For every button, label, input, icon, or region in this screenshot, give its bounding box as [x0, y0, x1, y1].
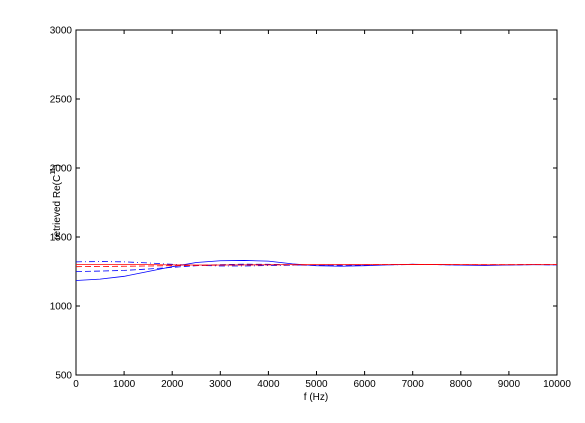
x-tick-label: 8000: [450, 379, 473, 390]
x-tick-label: 2000: [161, 379, 184, 390]
y-axis-label: retrieved Re(C11): [50, 164, 63, 240]
x-tick-label: 0: [73, 379, 79, 390]
y-label-part: retrieved Re(C: [52, 175, 63, 240]
x-tick-label: 1000: [113, 379, 136, 390]
x-axis-label: f (Hz): [304, 392, 328, 403]
y-label-superscript: 11: [50, 167, 57, 174]
plot-frame: [75, 29, 558, 376]
x-tick-label: 5000: [305, 379, 328, 390]
y-tick-label: 2500: [50, 95, 73, 106]
y-tick-label: 1500: [50, 233, 73, 244]
y-label-part: ): [52, 164, 63, 167]
x-tick-label: 3000: [209, 379, 232, 390]
series-line: [75, 264, 557, 268]
series-line: [75, 263, 558, 272]
x-tick-label: 7000: [402, 379, 425, 390]
x-tick-label: 9000: [498, 379, 521, 390]
x-tick-label: 10000: [543, 379, 571, 390]
y-tick-label: 3000: [50, 26, 73, 37]
y-tick-label: 2000: [50, 164, 73, 175]
x-tick-label: 4000: [257, 379, 280, 390]
series-line: [75, 261, 558, 267]
y-tick-label: 1000: [50, 302, 73, 313]
x-tick-label: 6000: [353, 379, 376, 390]
y-tick-label: 500: [55, 371, 72, 382]
